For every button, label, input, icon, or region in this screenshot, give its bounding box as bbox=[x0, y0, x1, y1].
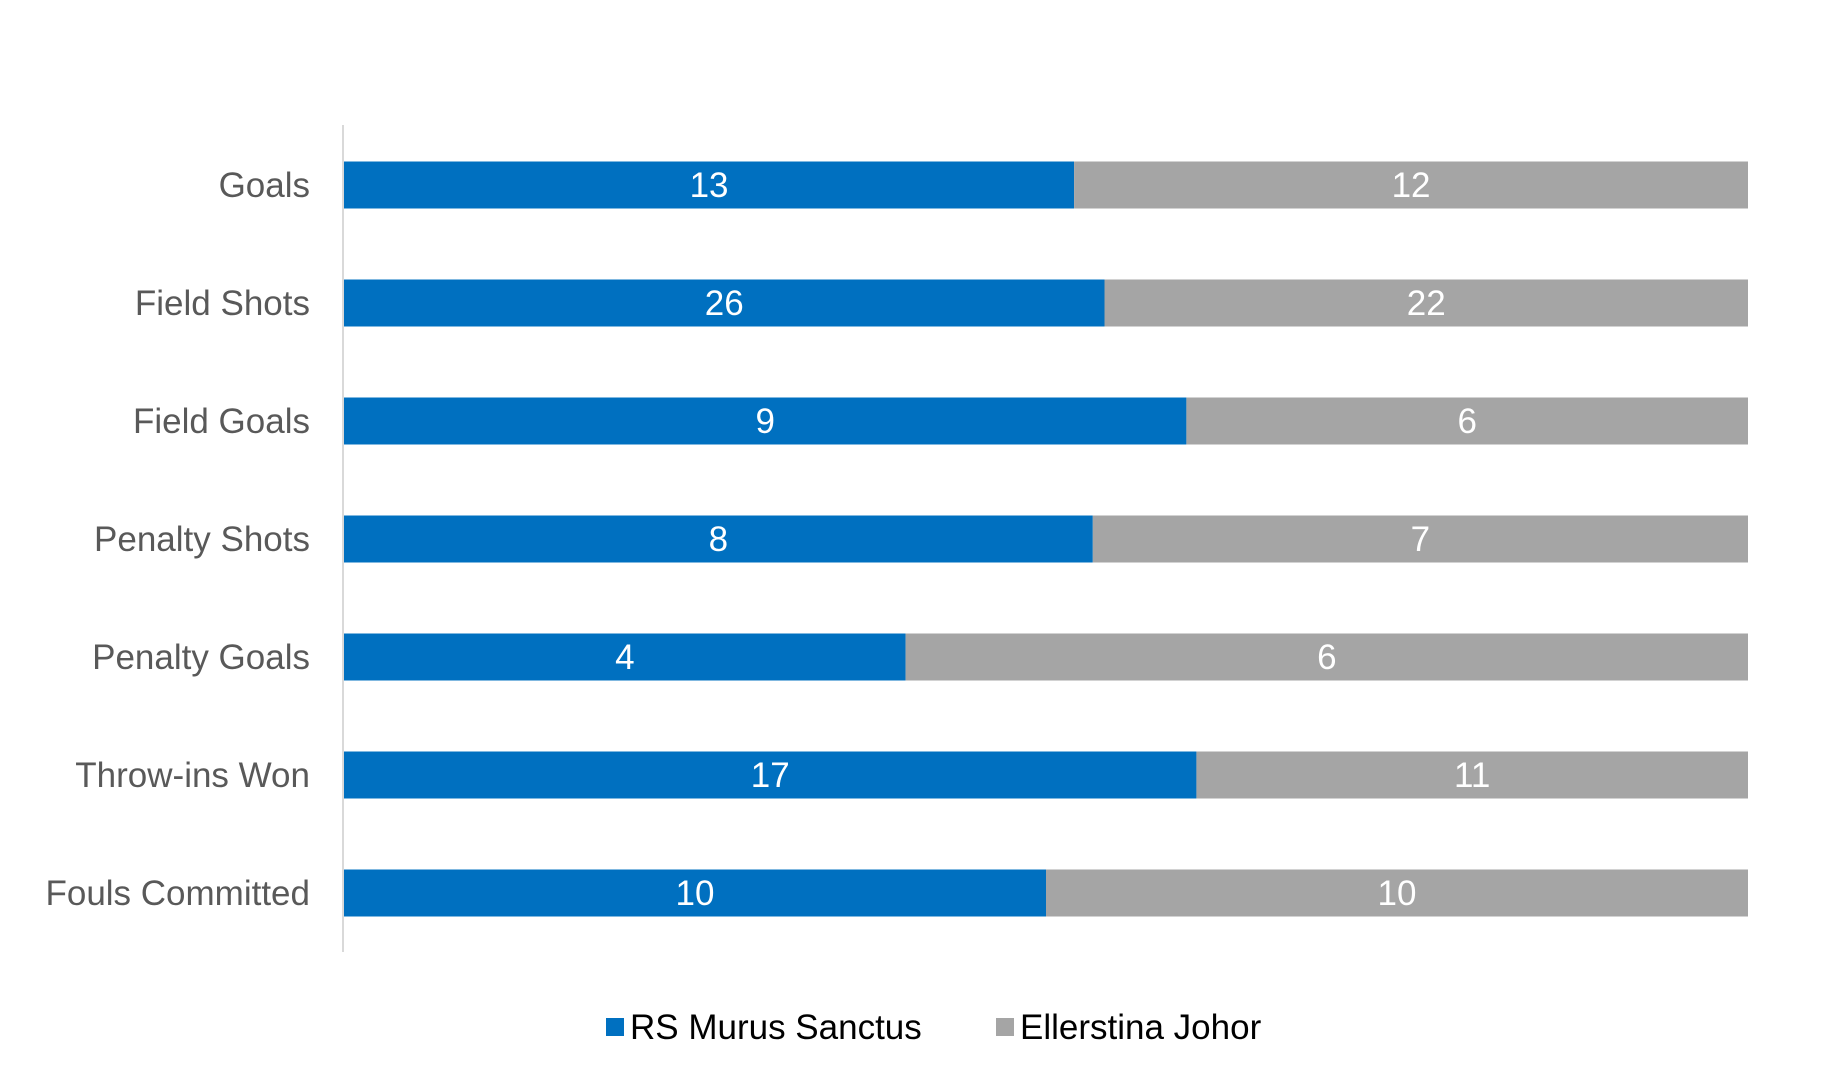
data-label-ellerstina-johor-throw-ins-won: 11 bbox=[1454, 756, 1490, 795]
data-label-ellerstina-johor-field-goals: 6 bbox=[1457, 402, 1476, 441]
bar-ellerstina-johor-fouls-committed bbox=[1046, 869, 1748, 917]
bar-rs-murus-sanctus-goals bbox=[344, 161, 1075, 209]
legend: RS Murus Sanctus Ellerstina Johor bbox=[606, 1008, 1262, 1047]
category-label-field-shots: Field Shots bbox=[135, 284, 310, 323]
data-label-ellerstina-johor-field-shots: 22 bbox=[1407, 284, 1446, 323]
bar-rs-murus-sanctus-field-shots bbox=[344, 279, 1105, 327]
legend-label-rs-murus-sanctus: RS Murus Sanctus bbox=[630, 1008, 922, 1047]
bar-ellerstina-johor-goals bbox=[1074, 161, 1748, 209]
data-label-rs-murus-sanctus-fouls-committed: 10 bbox=[676, 874, 715, 913]
category-label-penalty-goals: Penalty Goals bbox=[92, 638, 310, 677]
data-label-ellerstina-johor-penalty-shots: 7 bbox=[1411, 520, 1430, 559]
category-label-goals: Goals bbox=[219, 166, 310, 205]
legend-swatch-rs-murus-sanctus bbox=[606, 1018, 624, 1036]
labels-layer: 13 12 26 22 9 6 8 7 4 6 17 11 10 10 bbox=[615, 166, 1490, 913]
data-label-ellerstina-johor-goals: 12 bbox=[1392, 166, 1431, 205]
data-label-rs-murus-sanctus-goals: 13 bbox=[690, 166, 729, 205]
bar-rs-murus-sanctus-field-goals bbox=[344, 397, 1187, 445]
category-label-fouls-committed: Fouls Committed bbox=[45, 874, 310, 913]
data-label-rs-murus-sanctus-penalty-shots: 8 bbox=[709, 520, 728, 559]
bar-rs-murus-sanctus-throw-ins-won bbox=[344, 751, 1197, 799]
bar-rs-murus-sanctus-penalty-goals bbox=[344, 633, 906, 681]
category-label-penalty-shots: Penalty Shots bbox=[94, 520, 310, 559]
data-label-rs-murus-sanctus-throw-ins-won: 17 bbox=[751, 756, 790, 795]
data-label-ellerstina-johor-penalty-goals: 6 bbox=[1317, 638, 1336, 677]
bar-ellerstina-johor-field-shots bbox=[1104, 279, 1748, 327]
bar-rs-murus-sanctus-fouls-committed bbox=[344, 869, 1046, 917]
data-label-ellerstina-johor-fouls-committed: 10 bbox=[1378, 874, 1417, 913]
category-axis: Goals Field Shots Field Goals Penalty Shots… bbox=[45, 125, 344, 952]
bar-ellerstina-johor-field-goals bbox=[1186, 397, 1748, 445]
category-label-throw-ins-won: Throw-ins Won bbox=[75, 756, 310, 795]
data-label-rs-murus-sanctus-penalty-goals: 4 bbox=[615, 638, 634, 677]
data-label-rs-murus-sanctus-field-shots: 26 bbox=[705, 284, 744, 323]
legend-label-ellerstina-johor: Ellerstina Johor bbox=[1020, 1008, 1262, 1047]
category-label-field-goals: Field Goals bbox=[133, 402, 310, 441]
data-label-rs-murus-sanctus-field-goals: 9 bbox=[755, 402, 774, 441]
bar-rs-murus-sanctus-penalty-shots bbox=[344, 515, 1093, 563]
bars-layer bbox=[344, 161, 1748, 917]
bar-ellerstina-johor-penalty-shots bbox=[1092, 515, 1748, 563]
legend-swatch-ellerstina-johor bbox=[996, 1018, 1014, 1036]
bar-ellerstina-johor-throw-ins-won bbox=[1196, 751, 1748, 799]
bar-ellerstina-johor-penalty-goals bbox=[905, 633, 1748, 681]
